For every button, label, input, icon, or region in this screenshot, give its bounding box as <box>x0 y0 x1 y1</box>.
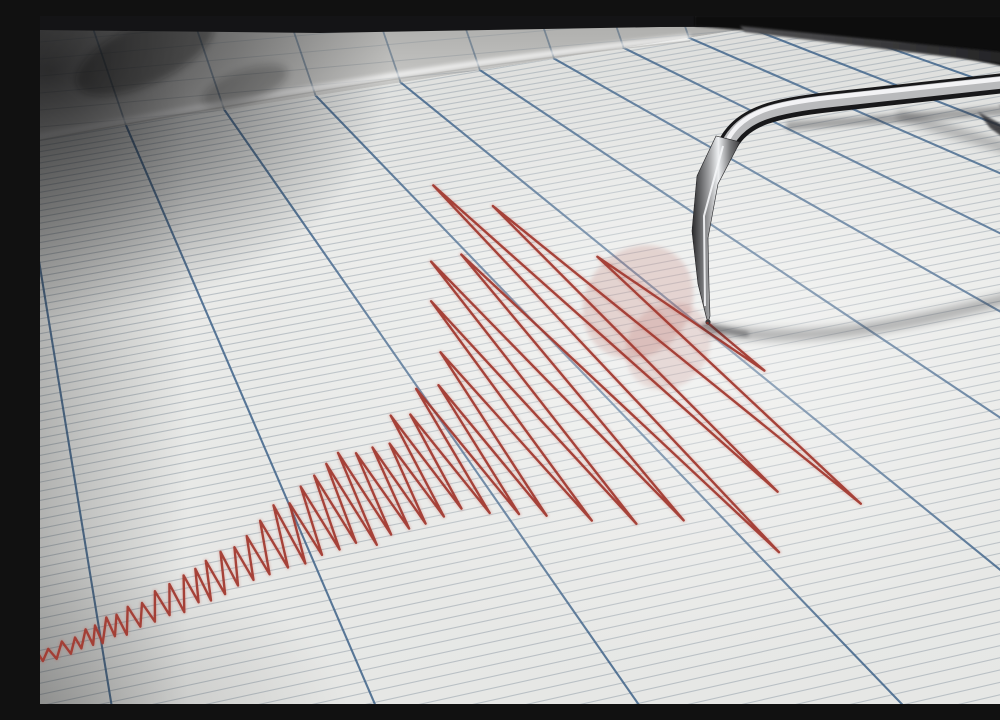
pen-shaft-highlight <box>702 145 724 307</box>
housing-black-mass <box>695 16 1000 66</box>
blurred-machine-blob <box>202 64 288 108</box>
seismogram-trace <box>40 182 864 669</box>
fine-grid-line <box>40 631 1000 704</box>
pen-tip-ink-dot <box>706 321 709 325</box>
cast-shadow <box>706 294 1000 342</box>
fine-grid-line <box>40 607 1000 704</box>
trace-main-path <box>40 184 862 667</box>
machine-housing <box>40 16 1000 136</box>
pen-shadow <box>701 106 1000 342</box>
pen-arm <box>691 73 1000 325</box>
fine-grid-line <box>40 643 1000 704</box>
seismograph-photo: Close-up photograph of a seismograph: a … <box>40 16 1000 704</box>
housing-gray-wedge <box>740 26 1000 64</box>
fine-grid-line <box>40 619 1000 704</box>
cast-shadow <box>701 323 749 337</box>
corner-shade-bottom-left <box>40 556 350 704</box>
housing-right-streak <box>978 112 1000 136</box>
pen-arm-body <box>722 76 1000 148</box>
seismograph-scene <box>40 16 1000 704</box>
fine-grid-line <box>40 596 1000 704</box>
pen-arm-highlight <box>726 76 1000 140</box>
cast-shadow <box>896 110 1000 153</box>
